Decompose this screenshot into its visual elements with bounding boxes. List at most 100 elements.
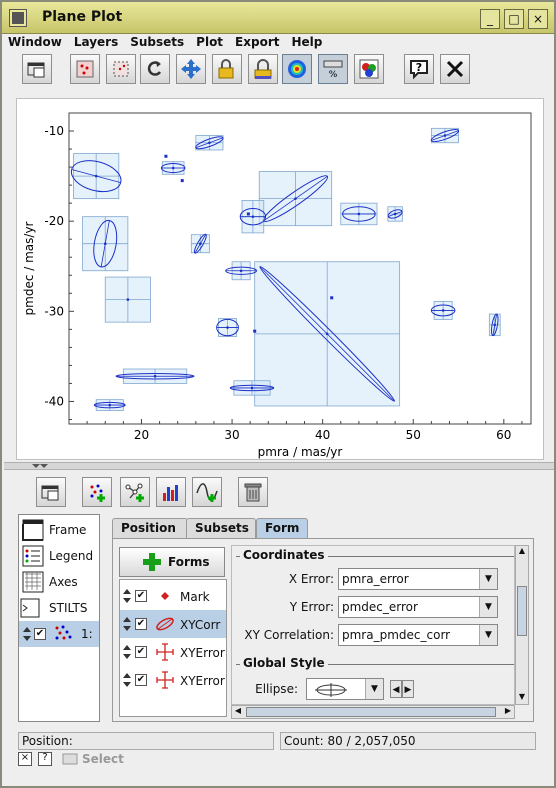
menu-plot[interactable]: Plot [196,35,224,49]
split-pane-divider[interactable] [4,462,554,470]
data-point [250,386,254,390]
menu-help[interactable]: Help [291,35,323,49]
drag-handle-icon[interactable] [22,627,32,641]
layer-stilts[interactable]: STILTS [19,595,99,621]
chevron-down-icon[interactable]: ▼ [479,597,497,617]
x-tick-label: 20 [134,428,149,442]
data-point [103,242,107,246]
previous-icon[interactable]: ◀ [390,680,402,698]
form-tab-panel: Forms ✔ Mark ✔ XYCorr ✔ XYError [112,538,534,722]
form-item-xyerror[interactable]: ✔ XYError [120,638,226,666]
chevron-down-icon[interactable]: ▼ [365,679,383,699]
form-item-label: XYError [180,674,225,688]
close-window-icon[interactable]: × [528,9,548,29]
drag-handle-icon[interactable] [122,589,132,603]
layer-legend[interactable]: Legend [19,543,99,569]
move-icon[interactable] [176,54,206,84]
error-bar-icon [156,671,174,689]
layer-visible-checkbox[interactable]: ✔ [34,628,46,640]
scroll-thumb[interactable] [246,707,496,717]
xy-correlation-select[interactable]: pmra_pmdec_corr ▼ [338,624,498,646]
tab-position[interactable]: Position [112,518,188,538]
drag-handle-icon[interactable] [122,673,132,687]
layer-frame[interactable]: Frame [19,517,99,543]
menu-window[interactable]: Window [8,35,62,49]
form-item-label: Mark [180,590,210,604]
menu-export[interactable]: Export [235,35,280,49]
layer-scatter[interactable]: ✔ 1: [19,621,99,647]
x-error-select[interactable]: pmra_error ▼ [338,568,498,590]
scroll-left-icon[interactable]: ◀ [234,706,242,715]
maximize-icon[interactable]: □ [504,9,524,29]
data-point [325,332,329,336]
tab-form[interactable]: Form [256,518,308,538]
window-icon[interactable] [36,477,66,507]
scatter-icon[interactable] [70,54,100,84]
next-icon[interactable]: ▶ [402,680,414,698]
chevron-down-icon[interactable]: ▼ [479,625,497,645]
form-visible-checkbox[interactable]: ✔ [135,618,147,630]
forms-button[interactable]: Forms [119,547,225,577]
form-item-mark[interactable]: ✔ Mark [120,582,226,610]
redo-icon[interactable] [140,54,170,84]
lock-icon[interactable] [212,54,242,84]
layer-label: Frame [49,523,87,537]
scroll-thumb[interactable] [517,586,527,636]
close-small-icon[interactable]: × [18,752,32,766]
tab-subsets[interactable]: Subsets [186,518,256,538]
legend-icon [22,545,44,567]
drag-handle-icon[interactable] [122,645,132,659]
y-axis-label: pmdec / mas/yr [22,221,36,315]
window-menu-icon[interactable] [9,9,27,27]
form-visible-checkbox[interactable]: ✔ [135,590,147,602]
density-icon[interactable] [282,54,312,84]
menu-layers[interactable]: Layers [73,35,119,49]
add-points-icon[interactable] [82,477,112,507]
position-status: Position: [18,732,274,750]
marker-point [180,179,184,183]
marker-point [330,296,334,300]
svg-text:?: ? [416,61,422,74]
chevron-down-icon[interactable]: ▼ [479,569,497,589]
vertical-scrollbar[interactable]: ▲ ▼ [515,545,529,705]
data-point [493,323,497,327]
scroll-up-icon[interactable]: ▲ [518,546,526,555]
add-pairs-icon[interactable] [120,477,150,507]
window-icon[interactable] [22,54,52,84]
scroll-down-icon[interactable]: ▼ [518,692,526,701]
forms-button-label: Forms [168,555,210,569]
form-visible-checkbox[interactable]: ✔ [135,674,147,686]
data-point [443,134,447,137]
data-point [251,215,255,218]
data-point [226,326,229,329]
close-icon[interactable] [440,54,470,84]
xy-correlation-value: pmra_pmdec_corr [342,628,451,642]
help-small-icon[interactable]: ? [38,752,52,766]
marker-point [246,212,250,216]
add-histogram-icon[interactable] [156,477,186,507]
zoom-box-icon[interactable] [106,54,136,84]
minimize-icon[interactable]: _ [480,9,500,29]
scroll-right-icon[interactable]: ▶ [504,706,512,715]
color-icon[interactable] [354,54,384,84]
delete-icon[interactable] [238,477,268,507]
ellipse-select[interactable]: ▼ [306,678,384,700]
form-visible-checkbox[interactable]: ✔ [135,646,147,658]
form-item-xycorr[interactable]: ✔ XYCorr [120,610,226,638]
layer-axes[interactable]: Axes [19,569,99,595]
layer-label: 1: [81,627,93,641]
help-icon[interactable]: ? [404,54,434,84]
data-point [108,403,112,407]
drag-handle-icon[interactable] [122,617,132,631]
plot-canvas[interactable]: 20 30 40 50 60 -10 -20 -30 -40 pmra / mas/yr pmdec… [17,99,545,461]
plot-panel[interactable]: 20 30 40 50 60 -10 -20 -30 -40 pmra / mas/yr pmdec… [16,98,544,460]
data-point [294,197,297,200]
menu-subsets[interactable]: Subsets [130,35,185,49]
horizontal-scrollbar[interactable]: ◀ ▶ [231,705,515,719]
bar-percent-icon[interactable]: % [318,54,348,84]
select-button[interactable]: Select [82,752,124,766]
form-item-xyerror[interactable]: ✔ XYError [120,666,226,694]
gray-lock-icon[interactable] [248,54,278,84]
add-function-icon[interactable] [192,477,222,507]
y-error-select[interactable]: pmdec_error ▼ [338,596,498,618]
